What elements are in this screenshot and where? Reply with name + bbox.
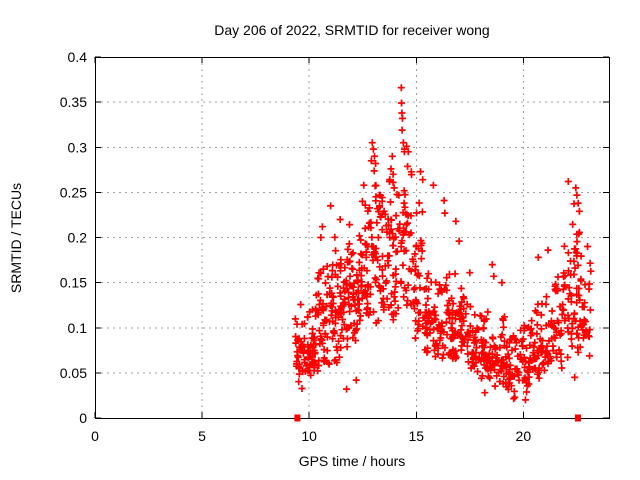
grid-lines xyxy=(95,57,609,418)
y-tick-label: 0.05 xyxy=(60,365,87,381)
y-axis-label: SRMTID / TECUs xyxy=(8,183,24,293)
axes-and-ticks xyxy=(94,56,610,419)
y-tick-label: 0.3 xyxy=(68,139,88,155)
y-tick-label: 0.4 xyxy=(68,49,88,65)
x-tick-label: 0 xyxy=(91,428,99,444)
data-points xyxy=(291,84,595,404)
y-tick-label: 0.15 xyxy=(60,275,87,291)
x-tick-label: 20 xyxy=(516,428,532,444)
y-tick-label: 0.25 xyxy=(60,184,87,200)
y-tick-label: 0.1 xyxy=(68,320,88,336)
flag-square-marker xyxy=(294,414,301,422)
y-tick-label: 0 xyxy=(79,410,87,426)
flag-square-marker xyxy=(574,414,581,422)
x-axis-label: GPS time / hours xyxy=(299,453,406,469)
y-tick-label: 0.2 xyxy=(68,230,88,246)
x-tick-label: 10 xyxy=(301,428,317,444)
tick-labels: 0 5 10 15 20 0 0.05 0.1 0.15 0.2 0.25 0.3 0.35 0.4 xyxy=(60,49,532,444)
chart-title: Day 206 of 2022, SRMTID for receiver won… xyxy=(214,22,489,38)
x-tick-label: 5 xyxy=(198,428,206,444)
x-tick-label: 15 xyxy=(408,428,424,444)
baseline-flag-markers xyxy=(294,414,581,422)
y-tick-label: 0.35 xyxy=(60,94,87,110)
